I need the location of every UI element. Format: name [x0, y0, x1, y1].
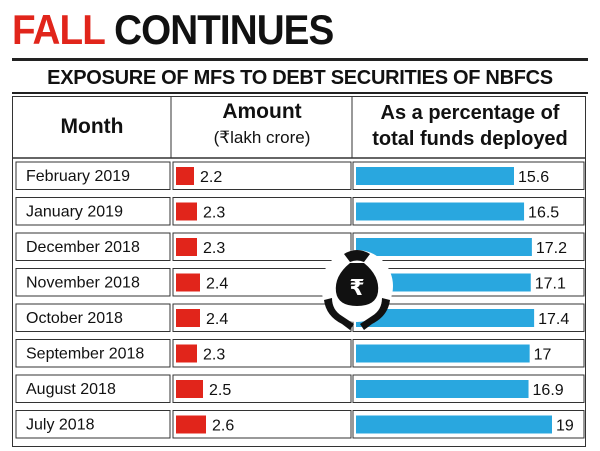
percentage-bar	[356, 167, 514, 185]
month-cell	[15, 197, 171, 226]
amount-cell	[172, 339, 352, 368]
amount-cell	[172, 232, 352, 261]
amount-value-label: 2.4	[206, 276, 228, 293]
month-label: September 2018	[26, 346, 144, 363]
percentage-bar	[356, 344, 530, 363]
month-cell	[15, 374, 171, 403]
percentage-bar	[356, 238, 532, 256]
percentage-value-label: 17.2	[536, 240, 567, 257]
amount-value-label: 2.3	[203, 240, 225, 257]
month-cell	[15, 339, 171, 368]
month-cell	[15, 410, 171, 439]
month-label: January 2019	[26, 204, 123, 221]
month-cell	[15, 161, 171, 190]
amount-bar	[176, 415, 206, 434]
column-header-amount-unit: (₹lakh crore)	[213, 128, 311, 147]
svg-text:₹: ₹	[349, 276, 364, 301]
amount-value-label: 2.5	[209, 382, 231, 399]
amount-bar	[176, 273, 200, 292]
headline-word-continues: CONTINUES	[114, 6, 334, 53]
amount-bar	[176, 309, 200, 327]
percentage-value-label: 16.9	[533, 382, 564, 399]
month-label: October 2018	[26, 310, 123, 327]
month-label: November 2018	[26, 275, 140, 292]
percentage-bar	[356, 273, 531, 292]
amount-cell	[172, 303, 352, 332]
month-label: July 2018	[26, 417, 95, 434]
column-header-amount: Amount	[222, 100, 302, 123]
amount-value-label: 2.2	[200, 169, 222, 186]
month-cell	[15, 303, 171, 332]
table-frame	[12, 96, 586, 447]
headline-word-fall: FALL	[12, 6, 106, 53]
amount-bar	[176, 202, 197, 221]
column-header-percentage-line1: As a percentage of	[380, 102, 560, 124]
amount-bar	[176, 344, 197, 363]
amount-value-label: 2.6	[212, 418, 234, 435]
month-label: August 2018	[26, 381, 116, 398]
amount-bar	[176, 380, 203, 398]
amount-value-label: 2.3	[203, 347, 225, 364]
percentage-bar	[356, 415, 552, 434]
amount-value-label: 2.4	[206, 311, 228, 328]
headline: FALL CONTINUES	[12, 6, 334, 54]
amount-cell	[172, 161, 352, 190]
month-cell	[15, 268, 171, 297]
percentage-value-label: 17.4	[538, 311, 569, 328]
rupee-money-bag-hands-icon: ₹	[321, 250, 393, 330]
percentage-value-label: 15.6	[518, 169, 549, 186]
month-label: December 2018	[26, 239, 140, 256]
column-header-percentage: As a percentage of total funds deployed	[354, 100, 586, 152]
column-header-month: Month	[60, 115, 124, 138]
percentage-value-label: 19	[556, 418, 574, 435]
amount-value-label: 2.3	[203, 205, 225, 222]
amount-cell	[172, 197, 352, 226]
month-label: February 2019	[26, 168, 130, 185]
amount-bar	[176, 167, 194, 185]
percentage-value-label: 16.5	[528, 205, 559, 222]
column-header-percentage-line2: total funds deployed	[372, 128, 568, 150]
percentage-value-label: 17	[534, 347, 552, 364]
amount-bar	[176, 238, 197, 256]
top-rule	[12, 58, 588, 61]
percentage-bar	[356, 202, 525, 221]
percentage-bar	[356, 309, 535, 327]
percentage-bar	[356, 380, 529, 398]
subtitle-rule	[12, 92, 588, 94]
month-cell	[15, 232, 171, 261]
percentage-value-label: 17.1	[535, 276, 566, 293]
subtitle: EXPOSURE OF MFS TO DEBT SECURITIES OF NB…	[47, 67, 553, 89]
